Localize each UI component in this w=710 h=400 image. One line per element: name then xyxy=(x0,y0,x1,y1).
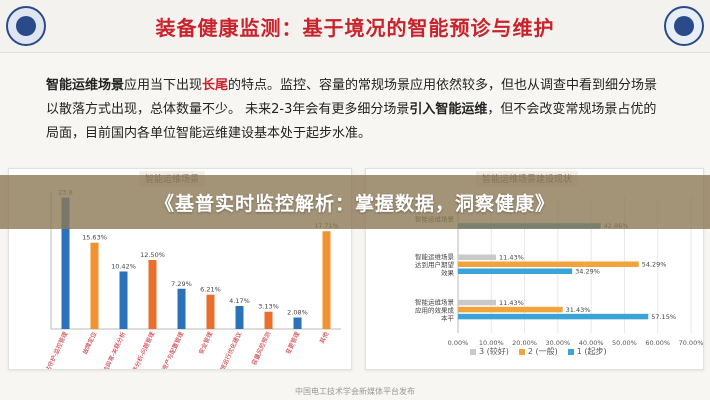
intro-paragraph: 智能运维场景应用当下出现长尾的特点。监控、容量的常规场景应用依然较多，但也从调查… xyxy=(46,74,666,146)
bar-value-label-5: 6.21% xyxy=(200,286,221,294)
category-label-1-0: 智能运维场景 xyxy=(415,252,455,261)
x-tick-label-3: 30.00% xyxy=(545,339,570,347)
scenario-bar-chart: 23.8运营商服务-网站守护-监控管理15.63%故障定位10.42%风险异常-… xyxy=(27,189,341,369)
hbar-1-2 xyxy=(458,254,497,260)
para-bold-2: 引入智能运维 xyxy=(409,102,488,117)
para-text-1: 应用当下出现 xyxy=(124,78,203,93)
hbar-2-0 xyxy=(458,313,649,320)
category-label-6: 系统运行优化建议 xyxy=(216,330,244,369)
bar-value-label-3: 12.50% xyxy=(140,251,165,259)
bar-value-label-7: 3.13% xyxy=(258,303,279,311)
hbar-value-label-1-1: 54.29% xyxy=(642,261,667,269)
legend-label-2: 2 (一般) xyxy=(527,347,558,356)
x-tick-label-0: 0.00% xyxy=(448,339,469,347)
bar-1 xyxy=(90,242,99,329)
category-label-2-0: 智能运维场景 xyxy=(415,297,455,306)
hbar-1-1 xyxy=(458,261,639,267)
para-bold-1: 智能运维场景 xyxy=(46,78,125,93)
category-label-7: 容量风险预测 xyxy=(250,330,272,366)
category-label-1: 故障定位 xyxy=(81,330,98,355)
legend-item-2: 2 (一般) xyxy=(518,346,558,357)
bar-4 xyxy=(177,288,186,329)
bar-2 xyxy=(119,271,128,329)
category-label-8: 变更管理 xyxy=(284,330,301,355)
bar-value-label-8: 2.08% xyxy=(287,309,308,317)
bar-value-label-1: 15.63% xyxy=(82,234,107,242)
category-label-9: 其他 xyxy=(318,330,330,344)
bar-value-label-6: 4.17% xyxy=(229,297,250,305)
category-label-0: 运营商服务-网站守护-监控管理 xyxy=(27,330,69,369)
bar-8 xyxy=(293,317,302,329)
category-label-5: 安全管理 xyxy=(197,330,214,355)
legend-item-1: 1 (起步) xyxy=(567,346,607,357)
legend-label-1: 1 (起步) xyxy=(576,347,607,356)
hbar-value-label-1-2: 11.43% xyxy=(499,254,524,262)
footer-caption: 中国电工技术学会新媒体平台发布 xyxy=(295,387,415,396)
bar-6 xyxy=(235,305,244,329)
category-label-1-2: 效果 xyxy=(441,268,455,277)
bar-9 xyxy=(322,231,331,329)
category-label-2-1: 应用的效果成 xyxy=(415,305,455,314)
para-text-2: 的特点。监控、容量的常规场景应用依然较多，但也从调查中看到细分场景以散落方式出现… xyxy=(46,78,658,117)
category-label-3: 事件分析-问题管理 xyxy=(128,330,156,369)
bar-7 xyxy=(264,311,273,329)
para-highlight-red: 长尾 xyxy=(202,78,229,93)
para-text-3: ，但不会改变常规场景占优的局面，目前国内各单位智能运维建设基本处于起步水准。 xyxy=(46,102,657,141)
banner-text: 《基普实时监控解析：掌握数据，洞察健康》 xyxy=(154,192,555,215)
hbar-value-label-2-1: 31.43% xyxy=(566,306,591,314)
university-logo-icon xyxy=(6,6,46,46)
bar-value-label-2: 10.42% xyxy=(111,262,136,270)
hbar-value-label-2-0: 57.15% xyxy=(651,313,676,321)
page-title: 装备健康监测：基于境况的智能预诊与维护 xyxy=(155,16,555,40)
x-tick-label-4: 40.00% xyxy=(579,339,604,347)
bar-3 xyxy=(148,260,157,329)
x-tick-label-6: 60.00% xyxy=(645,339,670,347)
overlay-banner: 《基普实时监控解析：掌握数据，洞察健康》 xyxy=(0,175,710,229)
legend-label-3: 3 (较好) xyxy=(479,347,509,356)
hbar-value-label-1-0: 34.29% xyxy=(575,268,600,276)
category-label-2: 风险异常-关联分析 xyxy=(99,330,127,369)
x-tick-label-1: 10.00% xyxy=(479,339,504,347)
x-tick-label-7: 70.00% xyxy=(679,339,703,347)
status-chart-legend: 3 (较好) 2 (一般) 1 (起步) xyxy=(470,346,607,357)
x-tick-label-2: 20.00% xyxy=(512,339,537,347)
hbar-2-1 xyxy=(458,306,563,313)
category-label-4: 资产与配置管理 xyxy=(160,330,185,369)
bar-0 xyxy=(61,197,70,329)
hbar-value-label-2-2: 11.43% xyxy=(499,299,524,307)
category-label-1-1: 达到用户期望 xyxy=(415,260,455,269)
hbar-1-0 xyxy=(458,268,573,274)
category-label-2-2: 本平 xyxy=(441,313,455,322)
bar-5 xyxy=(206,294,215,329)
x-tick-label-5: 50.00% xyxy=(612,339,637,347)
legend-item-3: 3 (较好) xyxy=(470,346,509,357)
hbar-2-2 xyxy=(458,299,497,306)
society-logo-icon xyxy=(664,6,704,46)
header: 装备健康监测：基于境况的智能预诊与维护 xyxy=(0,0,710,53)
bar-value-label-4: 7.29% xyxy=(171,280,192,288)
